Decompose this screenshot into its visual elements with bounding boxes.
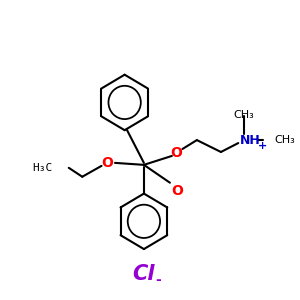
Text: O: O xyxy=(171,146,183,160)
Text: CH₃: CH₃ xyxy=(234,110,254,120)
Text: -: - xyxy=(155,273,161,287)
Text: +: + xyxy=(257,141,267,151)
Text: NH: NH xyxy=(240,134,261,147)
Text: O: O xyxy=(101,156,113,170)
Text: Cl: Cl xyxy=(133,264,155,284)
Text: CH₃: CH₃ xyxy=(275,135,296,145)
Text: O: O xyxy=(172,184,184,198)
Text: H₃C: H₃C xyxy=(32,163,52,173)
